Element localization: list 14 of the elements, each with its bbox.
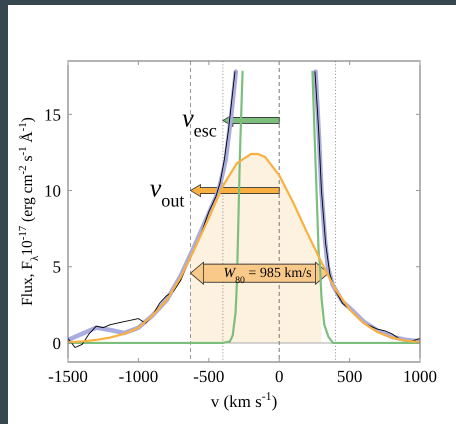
annotation: v$_{esc}$ xyxy=(182,103,217,140)
y-tick-label: 10 xyxy=(44,181,61,200)
y-tick-label: 15 xyxy=(44,105,61,124)
y-tick-label: 0 xyxy=(52,334,61,353)
annotation: v$_{out}$ xyxy=(150,174,184,211)
line-series xyxy=(68,152,420,344)
x-tick-label: -1500 xyxy=(48,367,88,386)
x-tick-label: -500 xyxy=(193,367,224,386)
y-tick-label: 5 xyxy=(52,258,61,277)
x-tick-label: -1000 xyxy=(118,367,158,386)
x-tick-label: 500 xyxy=(336,367,362,386)
x-axis-title: v (km s$^{-1}$) xyxy=(210,389,278,411)
x-tick-label: 0 xyxy=(274,367,284,386)
x-tick-label: 1000 xyxy=(403,367,437,386)
